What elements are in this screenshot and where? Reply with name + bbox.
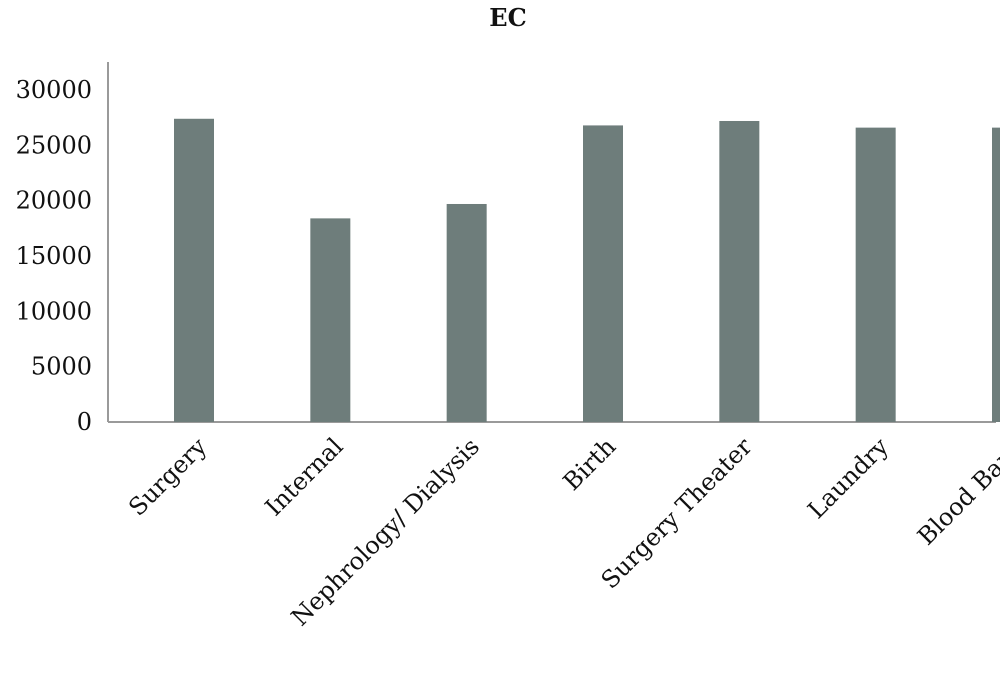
- x-category-label: Blood Bank: [912, 432, 1000, 551]
- x-category-label: Internal: [260, 432, 349, 521]
- x-category-label: Surgery: [123, 432, 212, 521]
- bar: [446, 203, 487, 422]
- bar: [719, 120, 760, 422]
- y-tick-label: 5000: [31, 353, 92, 381]
- bar: [174, 118, 214, 423]
- x-category-label: Surgery Theater: [596, 432, 758, 594]
- y-tick-label: 0: [77, 408, 92, 436]
- x-category-label: Birth: [558, 432, 622, 496]
- bar: [855, 127, 896, 423]
- y-tick-label: 20000: [16, 187, 92, 215]
- x-category-label: Laundry: [802, 432, 894, 524]
- y-tick-label: 15000: [16, 242, 92, 270]
- bar: [992, 127, 1000, 423]
- bar: [583, 125, 623, 422]
- y-tick-label: 10000: [16, 297, 92, 325]
- bar: [310, 218, 351, 422]
- bars-group: [174, 118, 1000, 423]
- chart-title: EC: [489, 3, 526, 32]
- y-tick-label: 30000: [16, 76, 92, 104]
- y-axis: 0 5000 10000 15000 20000 25000 30000: [16, 62, 109, 436]
- y-tick-label: 25000: [16, 131, 92, 159]
